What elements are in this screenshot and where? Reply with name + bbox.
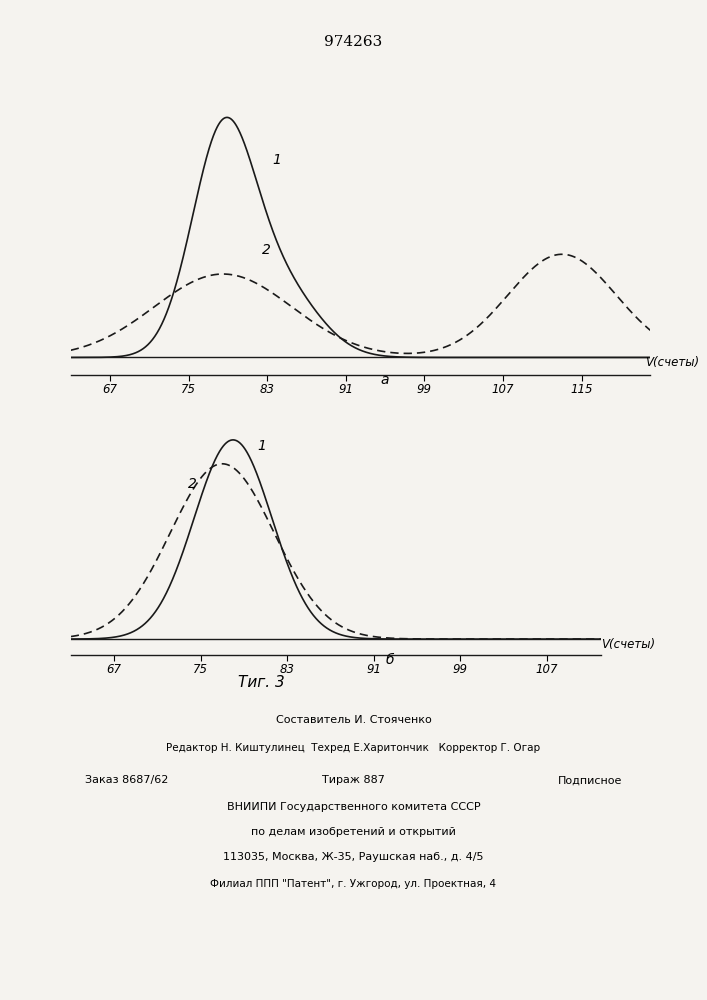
Text: ВНИИПИ Государственного комитета СССР: ВНИИПИ Государственного комитета СССР [227, 802, 480, 812]
Text: 2: 2 [187, 477, 197, 491]
Text: Редактор Н. Киштулинец  Техред Е.Харитончик   Корректор Г. Огар: Редактор Н. Киштулинец Техред Е.Харитонч… [166, 743, 541, 753]
Text: V(счеты): V(счеты) [645, 356, 700, 369]
Text: a: a [381, 373, 390, 387]
Text: 974263: 974263 [325, 35, 382, 49]
Text: Филиал ППП "Патент", г. Ужгород, ул. Проектная, 4: Филиал ППП "Патент", г. Ужгород, ул. Про… [211, 879, 496, 889]
Text: 113035, Москва, Ж-35, Раушская наб., д. 4/5: 113035, Москва, Ж-35, Раушская наб., д. … [223, 852, 484, 862]
Text: Подписное: Подписное [558, 775, 622, 785]
Text: по делам изобретений и открытий: по делам изобретений и открытий [251, 827, 456, 837]
Text: б: б [386, 653, 395, 667]
Text: Тираж 887: Тираж 887 [322, 775, 385, 785]
Text: 2: 2 [262, 243, 271, 257]
Text: Заказ 8687/62: Заказ 8687/62 [85, 775, 168, 785]
Text: Τиг. 3: Τиг. 3 [238, 675, 285, 690]
Text: 1: 1 [257, 439, 266, 453]
Text: V(счеты): V(счеты) [601, 638, 655, 651]
Text: 1: 1 [272, 153, 281, 167]
Text: Составитель И. Стояченко: Составитель И. Стояченко [276, 715, 431, 725]
